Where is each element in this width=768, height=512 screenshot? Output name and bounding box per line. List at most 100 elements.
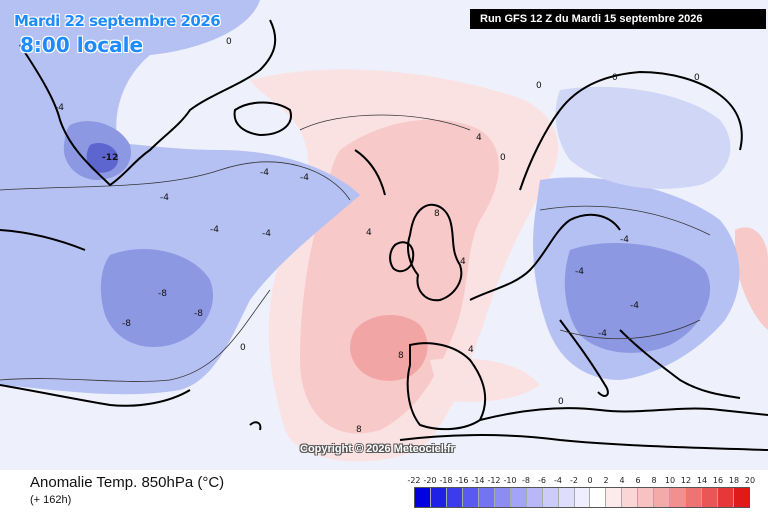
north-coast: [354, 149, 386, 196]
legend-tick-label: -20: [423, 476, 437, 485]
italy-coast: [559, 319, 609, 397]
legend-swatch: [654, 488, 671, 507]
contour-label: 0: [694, 73, 700, 83]
legend-swatch: [638, 488, 655, 507]
contour-label: -8: [158, 289, 167, 299]
legend-swatch: [590, 488, 607, 507]
legend-swatch: [558, 488, 575, 507]
legend-swatch-row: [414, 487, 750, 508]
legend-tick-label: 2: [603, 476, 609, 485]
greenland-coast: [19, 19, 277, 187]
model-run-label: Run GFS 12 Z du Mardi 15 septembre 2026: [470, 9, 766, 29]
contour-label: 0: [612, 73, 618, 83]
contour-label: -4: [598, 329, 607, 339]
legend-swatch: [670, 488, 687, 507]
legend-tick-label: -10: [503, 476, 517, 485]
contour-label: 0: [226, 37, 232, 47]
contour-label: 4: [468, 345, 474, 355]
contour-label-group: -12 -8 -8 -8 -4 -4 -4 -4 -4 -4 -4 -4 -4 …: [55, 37, 700, 435]
legend-tick-label: -6: [538, 476, 546, 485]
contour-label: -4: [630, 301, 639, 311]
cold-anomaly-europe-strong: [564, 242, 711, 353]
legend-tick-label: 12: [680, 476, 692, 485]
balkans-coast: [619, 329, 741, 399]
contour-label: 0: [558, 397, 564, 407]
copyright-text: Copyright © 2026 Meteociel.fr: [300, 443, 455, 455]
legend-tick-row: -22 -20 -18 -16 -14 -12 -10 -8 -6 -4 -2 0 2 4 6 8 10 12 14…: [407, 476, 755, 487]
contour-label: -4: [160, 193, 169, 203]
warm-anomaly-spain: [430, 358, 540, 402]
legend-tick-label: 16: [712, 476, 724, 485]
warm-anomaly-east: [735, 227, 768, 330]
mediterranean-coast: [479, 407, 768, 421]
contour-label: 8: [356, 425, 362, 435]
lead-time: (+ 162h): [30, 494, 72, 506]
coastlines: [0, 19, 768, 451]
legend-tick-label: -2: [570, 476, 578, 485]
contour-label: -8: [122, 319, 131, 329]
variable-title: Anomalie Temp. 850hPa (°C): [30, 474, 225, 491]
contour-label: -4: [300, 173, 309, 183]
legend-tick-label: -4: [554, 476, 562, 485]
cold-anomaly-scandinavia: [555, 86, 731, 189]
europe-coast: [469, 213, 621, 301]
contour-label: 4: [460, 257, 466, 267]
contour-label: 4: [476, 133, 482, 143]
legend-swatch: [686, 488, 703, 507]
warm-anomaly-core: [350, 314, 428, 381]
ireland-coast: [389, 241, 415, 273]
iberia-coast: [406, 342, 487, 431]
contour-label: 0: [536, 81, 542, 91]
legend-tick-label: 4: [619, 476, 625, 485]
contour-lines: [0, 114, 711, 382]
temperature-anomaly-map: -12 -8 -8 -8 -4 -4 -4 -4 -4 -4 -4 -4 -4 …: [0, 0, 768, 470]
contour-label: -4: [262, 229, 271, 239]
contour-label: -4: [55, 103, 64, 113]
legend-swatch: [526, 488, 543, 507]
legend-swatch: [574, 488, 591, 507]
legend-tick-label: 10: [664, 476, 676, 485]
cold-anomaly-core: [86, 143, 119, 173]
legend-swatch: [734, 488, 750, 507]
contour-label: -4: [260, 168, 269, 178]
contour-label: 4: [366, 228, 372, 238]
legend-swatch: [462, 488, 479, 507]
legend-swatch: [622, 488, 639, 507]
legend-swatch: [510, 488, 527, 507]
legend-tick-label: -18: [439, 476, 453, 485]
contour-label: 8: [434, 209, 440, 219]
legend-swatch: [718, 488, 735, 507]
contour-label: -4: [620, 235, 629, 245]
legend-tick-label: -14: [471, 476, 485, 485]
azores-islands: [249, 421, 262, 431]
legend-tick-label: 14: [696, 476, 708, 485]
legend-tick-label: 0: [587, 476, 593, 485]
canada-coast: [0, 229, 86, 251]
cold-anomaly-atlantic-strong: [100, 249, 214, 347]
contour-label: -8: [194, 309, 203, 319]
canada-coast-south: [0, 384, 191, 407]
legend-swatch: [702, 488, 719, 507]
legend-swatch: [542, 488, 559, 507]
africa-coast: [399, 434, 768, 451]
legend-tick-label: 8: [651, 476, 657, 485]
legend-tick-label: -8: [522, 476, 530, 485]
forecast-time: 8:00 locale: [20, 33, 144, 57]
scandinavia-coast: [519, 70, 743, 191]
legend-tick-label: 6: [635, 476, 641, 485]
legend-tick-label: -16: [455, 476, 469, 485]
contour-label: -4: [210, 225, 219, 235]
legend-swatch: [446, 488, 463, 507]
iceland-coast: [233, 101, 292, 137]
contour-label: -4: [575, 267, 584, 277]
contour-label: -12: [102, 153, 118, 163]
legend-swatch: [494, 488, 511, 507]
contour-label: 0: [240, 343, 246, 353]
legend-swatch: [478, 488, 495, 507]
legend-swatch: [430, 488, 447, 507]
legend-swatch: [415, 488, 431, 507]
legend-tick-label: -12: [487, 476, 501, 485]
contour-label: 0: [500, 153, 506, 163]
legend-swatch: [606, 488, 623, 507]
